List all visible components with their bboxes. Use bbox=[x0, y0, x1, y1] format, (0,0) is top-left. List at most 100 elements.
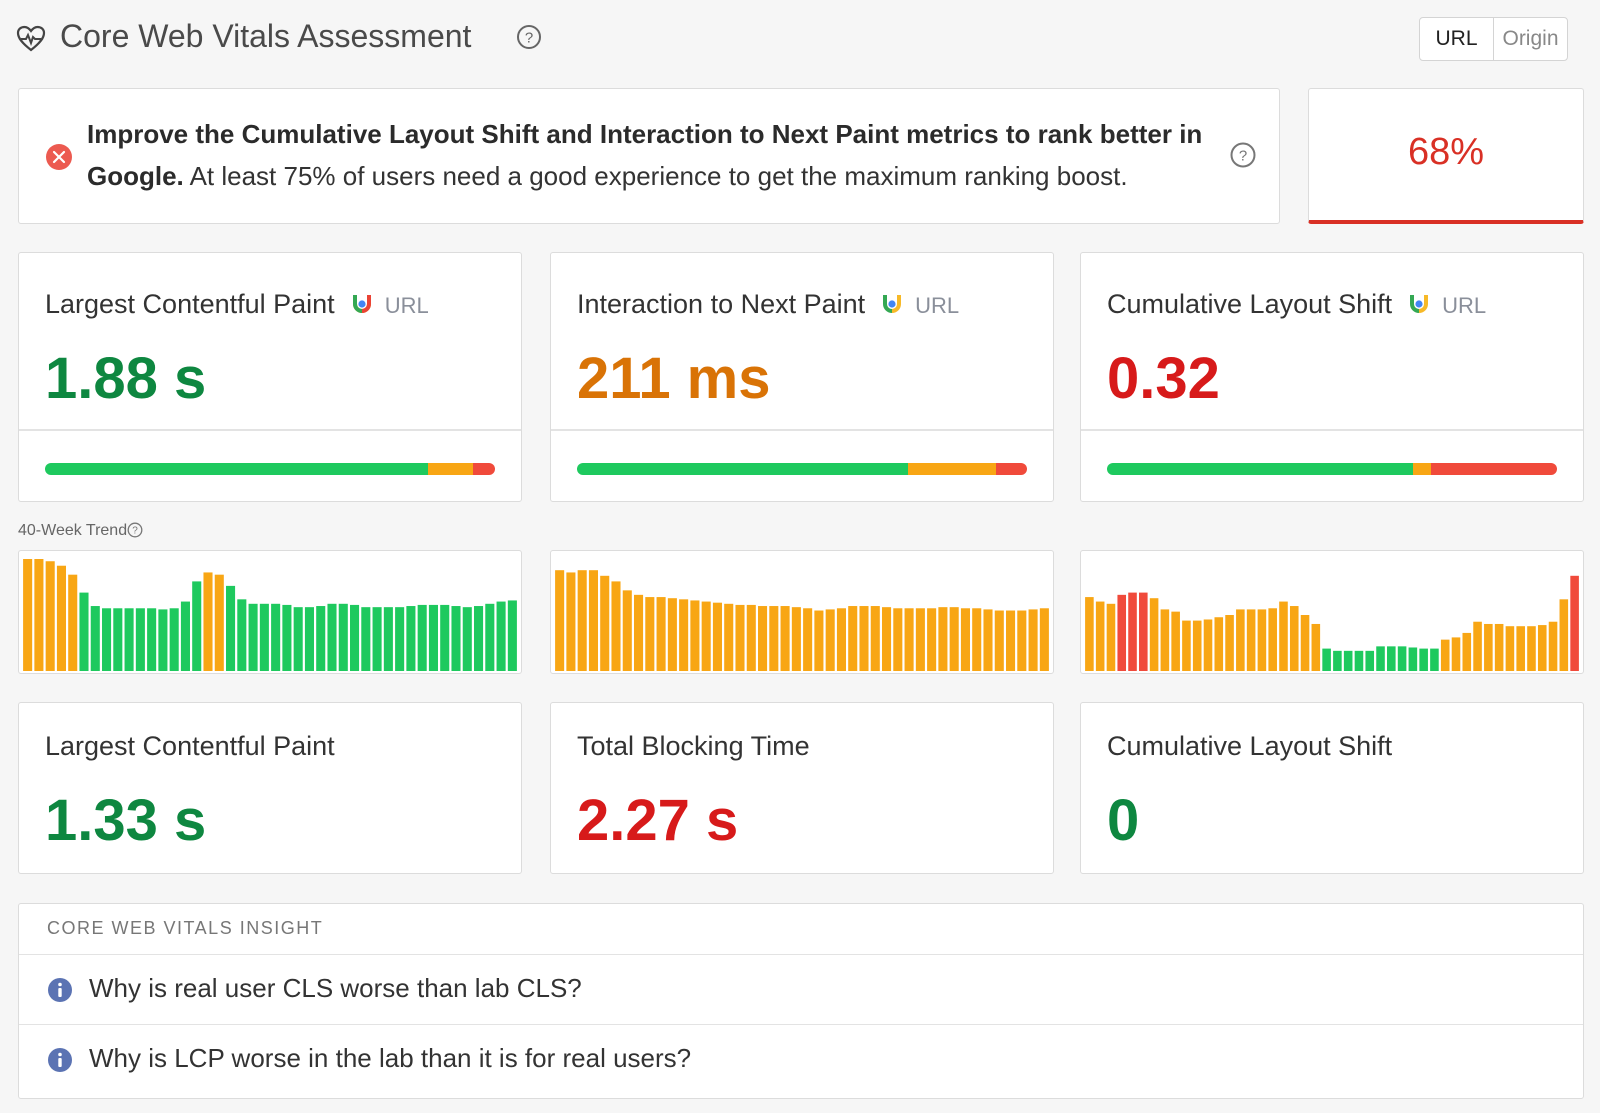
trend-bar bbox=[1017, 610, 1027, 671]
trend-bar bbox=[938, 607, 948, 671]
trend-bar bbox=[496, 601, 506, 671]
trend-bar bbox=[588, 570, 598, 671]
trend-bar bbox=[248, 603, 258, 671]
metric-header: Largest Contentful Paint URL 1.88 s bbox=[19, 253, 521, 431]
trend-bar bbox=[23, 559, 33, 671]
trend-bar bbox=[1106, 603, 1116, 671]
trend-bar bbox=[825, 609, 835, 671]
toggle-url[interactable]: URL bbox=[1420, 18, 1494, 60]
trend-bar bbox=[226, 585, 236, 671]
trend-bar bbox=[1214, 617, 1224, 671]
trend-bar bbox=[1311, 623, 1321, 671]
core-web-vitals-insight: CORE WEB VITALS INSIGHT Why is real user… bbox=[18, 903, 1584, 1099]
help-icon[interactable]: ? bbox=[516, 24, 542, 50]
metric-value: 211 ms bbox=[577, 346, 771, 411]
trend-bar bbox=[406, 606, 416, 671]
trend-bar bbox=[1516, 626, 1525, 671]
trend-bar bbox=[667, 598, 677, 671]
trend-bar bbox=[712, 602, 722, 671]
trend-chart-lcp[interactable] bbox=[18, 550, 522, 674]
url-origin-toggle: URL Origin bbox=[1419, 17, 1568, 61]
trend-bar bbox=[577, 570, 587, 671]
trend-bar bbox=[656, 597, 666, 671]
trend-bar bbox=[485, 603, 495, 671]
trend-bar bbox=[1095, 601, 1105, 671]
trend-bar bbox=[259, 603, 269, 671]
trend-bar bbox=[68, 574, 78, 671]
trend-chart-inp[interactable] bbox=[550, 550, 1054, 674]
trend-bar bbox=[361, 607, 371, 671]
trend-bar bbox=[791, 607, 801, 671]
trend-bar bbox=[1548, 621, 1558, 671]
trend-bar bbox=[282, 604, 292, 671]
metric-value: 2.27 s bbox=[577, 788, 739, 853]
lab-metric-tbt: Total Blocking Time 2.27 s bbox=[550, 702, 1054, 874]
trend-bar bbox=[350, 604, 360, 671]
svg-text:?: ? bbox=[132, 526, 138, 537]
trend-bar bbox=[271, 603, 281, 671]
trend-bar bbox=[622, 590, 632, 671]
trend-bar bbox=[915, 608, 925, 671]
trend-bar bbox=[327, 603, 337, 671]
insight-item[interactable]: Why is real user CLS worse than lab CLS? bbox=[19, 954, 1583, 1024]
trend-bar bbox=[56, 565, 66, 671]
needs-improvement-segment bbox=[1413, 463, 1431, 475]
trend-bar bbox=[645, 597, 655, 671]
trend-bar bbox=[1039, 608, 1049, 671]
trend-bar bbox=[507, 600, 517, 671]
metric-name: Largest Contentful Paint URL bbox=[45, 289, 429, 319]
field-metric-inp[interactable]: Interaction to Next Paint URL 211 ms bbox=[550, 252, 1054, 502]
trend-bar bbox=[634, 594, 644, 671]
trend-bar bbox=[1322, 648, 1331, 671]
metric-value: 0.32 bbox=[1107, 346, 1220, 411]
trend-chart-cls[interactable] bbox=[1080, 550, 1584, 674]
trend-bar bbox=[1365, 650, 1375, 671]
trend-bar bbox=[848, 606, 858, 671]
trend-bar bbox=[440, 604, 450, 671]
chrome-ux-report-icon bbox=[883, 295, 902, 313]
insight-item[interactable]: Why is LCP worse in the lab than it is f… bbox=[19, 1024, 1583, 1094]
assessment-score: 68% bbox=[1308, 88, 1584, 224]
distribution-bar bbox=[577, 463, 1027, 475]
help-icon[interactable]: ? bbox=[1229, 141, 1257, 169]
score-value: 68% bbox=[1407, 131, 1485, 173]
metric-value: 0 bbox=[1107, 788, 1140, 853]
field-metric-lcp[interactable]: Largest Contentful Paint URL 1.88 s bbox=[18, 252, 522, 502]
trend-bar bbox=[1139, 592, 1148, 671]
trend-bar bbox=[690, 600, 700, 671]
toggle-origin[interactable]: Origin bbox=[1502, 27, 1559, 50]
trend-bar bbox=[1494, 623, 1504, 671]
assessment-message: Improve the Cumulative Layout Shift and … bbox=[18, 88, 1280, 224]
trend-bar bbox=[904, 608, 914, 671]
good-segment bbox=[45, 463, 428, 475]
trend-bar bbox=[1289, 606, 1299, 671]
svg-text:?: ? bbox=[1239, 148, 1247, 165]
trend-bar bbox=[949, 607, 959, 671]
trend-bar bbox=[192, 581, 202, 671]
trend-bar bbox=[555, 570, 565, 671]
trend-bar bbox=[1387, 646, 1396, 671]
trend-bar bbox=[803, 608, 813, 671]
trend-bar bbox=[158, 609, 168, 671]
trend-bar bbox=[724, 603, 734, 671]
trend-bar bbox=[882, 607, 892, 671]
trend-bar bbox=[893, 608, 903, 671]
help-icon[interactable]: ? bbox=[127, 522, 143, 538]
trend-bar bbox=[147, 608, 157, 671]
trend-bar bbox=[293, 607, 303, 671]
trend-bar bbox=[1484, 623, 1493, 671]
trend-bar bbox=[316, 606, 326, 671]
trend-bar bbox=[859, 606, 869, 671]
trend-bar bbox=[1559, 599, 1569, 671]
trend-bar bbox=[735, 604, 745, 671]
metric-name: Cumulative Layout Shift bbox=[1107, 731, 1393, 761]
metric-value: 1.33 s bbox=[45, 788, 207, 853]
field-metric-cls[interactable]: Cumulative Layout Shift URL 0.32 bbox=[1080, 252, 1584, 502]
trend-bar bbox=[417, 604, 427, 671]
svg-text:?: ? bbox=[525, 30, 533, 47]
trend-bar bbox=[679, 599, 689, 671]
trend-bar bbox=[1236, 609, 1245, 671]
trend-bar bbox=[113, 608, 123, 671]
trend-bar bbox=[1268, 608, 1277, 671]
trend-bar bbox=[180, 601, 190, 671]
